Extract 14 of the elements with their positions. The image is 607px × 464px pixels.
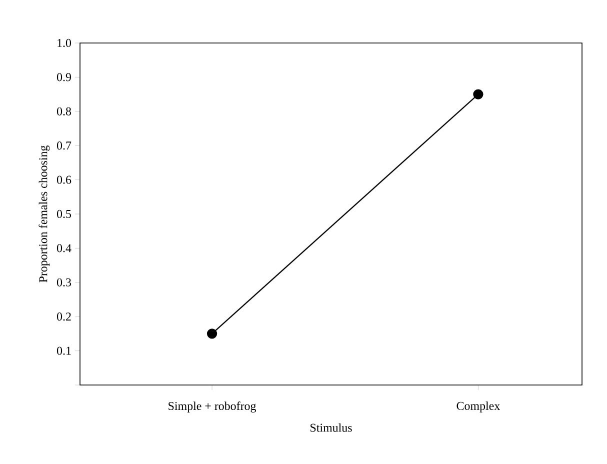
x-tick-label: Simple + robofrog — [168, 402, 256, 413]
y-tick-label: 0.1 — [56, 346, 71, 355]
y-tick-label: 0.8 — [56, 107, 72, 116]
x-axis-title: Stimulus — [310, 423, 352, 432]
y-tick-label: 0.2 — [56, 312, 71, 321]
y-axis-title: Proportion females choosing — [38, 145, 50, 282]
y-tick-label: 0.6 — [56, 176, 72, 184]
y-tick-label: 0.9 — [56, 73, 71, 82]
y-tick-label: 0.7 — [56, 142, 72, 150]
y-tick-label: 0.4 — [56, 244, 72, 252]
y-tick-label: 0.3 — [56, 278, 72, 286]
y-tick-label: 0.5 — [56, 210, 72, 218]
x-tick-label: Complex — [456, 402, 500, 412]
y-tick-label: 1.0 — [58, 38, 72, 48]
